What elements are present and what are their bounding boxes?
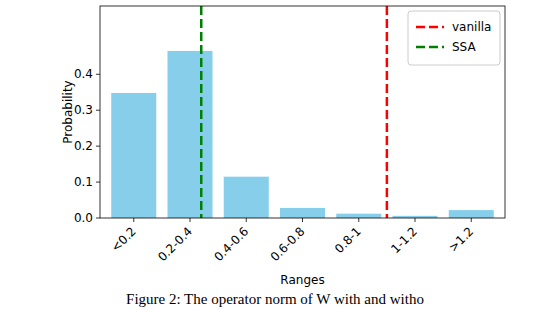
caption: Figure 2: The operator norm of W with an…	[126, 291, 424, 307]
x-tick	[246, 218, 247, 222]
y-tick	[96, 74, 100, 75]
x-tick	[302, 218, 303, 222]
legend-label: SSA	[452, 40, 476, 54]
y-tick-label: 0.4	[74, 67, 93, 81]
legend-box	[408, 11, 500, 65]
chart: 0.0 0.1 0.2 0.3 0.4 <0.2 0.2-0.4 0.4-0.6 0.6-0.8…	[0, 0, 550, 310]
x-tick-label: <0.2	[108, 224, 139, 255]
legend-swatch	[416, 26, 444, 29]
y-tick	[96, 110, 100, 111]
bar	[280, 208, 325, 218]
x-tick	[190, 218, 191, 222]
reference-line	[386, 6, 389, 218]
x-tick-label: 1-1.2	[388, 224, 420, 256]
bar	[168, 51, 213, 218]
reference-line	[200, 6, 203, 218]
x-tick-label: 0.4-0.6	[211, 224, 251, 264]
bar	[111, 93, 156, 218]
x-tick	[471, 218, 472, 222]
y-tick	[96, 218, 100, 219]
x-tick-label: 0.2-0.4	[155, 224, 195, 264]
bar	[449, 210, 494, 218]
y-tick-label: 0.3	[74, 103, 93, 117]
x-tick-label: 0.8-1	[332, 224, 364, 256]
y-tick-label: 0.2	[74, 139, 93, 153]
x-axis-label: Ranges	[280, 273, 324, 287]
y-tick-label: 0.1	[74, 175, 93, 189]
y-tick-label: 0.0	[74, 211, 93, 225]
x-tick-label: 0.6-0.8	[268, 224, 308, 264]
legend-label: vanilla	[452, 20, 491, 34]
x-tick	[358, 218, 359, 222]
y-tick	[96, 182, 100, 183]
x-tick-label: >1.2	[446, 224, 477, 255]
y-axis-label: Probability	[61, 80, 75, 143]
legend: vanilla SSA	[408, 11, 500, 65]
bar	[336, 214, 381, 218]
frame	[100, 6, 505, 218]
bar	[224, 177, 269, 218]
x-tick	[133, 218, 134, 222]
legend-swatch	[416, 46, 444, 49]
x-tick	[415, 218, 416, 222]
y-tick	[96, 146, 100, 147]
